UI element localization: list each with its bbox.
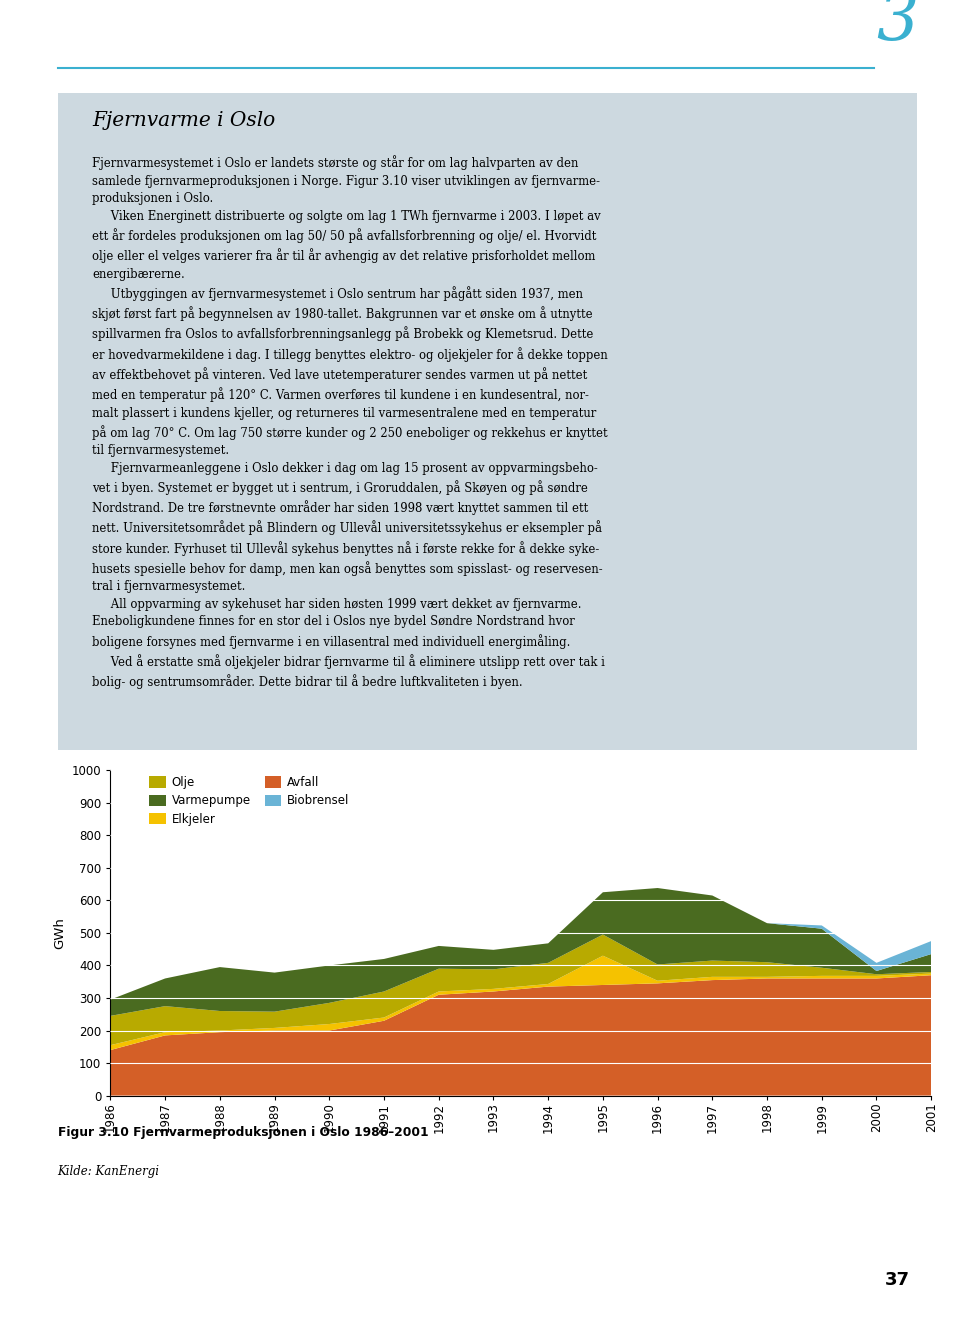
FancyBboxPatch shape xyxy=(58,93,917,750)
Text: Kilde: KanEnergi: Kilde: KanEnergi xyxy=(58,1165,159,1178)
Text: 37: 37 xyxy=(885,1271,910,1289)
Text: Figur 3.10 Fjernvarmeproduksjonen i Oslo 1986–2001: Figur 3.10 Fjernvarmeproduksjonen i Oslo… xyxy=(58,1126,428,1139)
Legend: Olje, Varmepumpe, Elkjeler, Avfall, Biobrensel: Olje, Varmepumpe, Elkjeler, Avfall, Biob… xyxy=(149,776,349,826)
Y-axis label: GWh: GWh xyxy=(53,916,66,950)
Text: Fjernvarmesystemet i Oslo er landets største og står for om lag halvparten av de: Fjernvarmesystemet i Oslo er landets stø… xyxy=(92,155,608,689)
Text: 3: 3 xyxy=(876,0,919,54)
Text: Fjernvarme i Oslo: Fjernvarme i Oslo xyxy=(92,112,276,130)
